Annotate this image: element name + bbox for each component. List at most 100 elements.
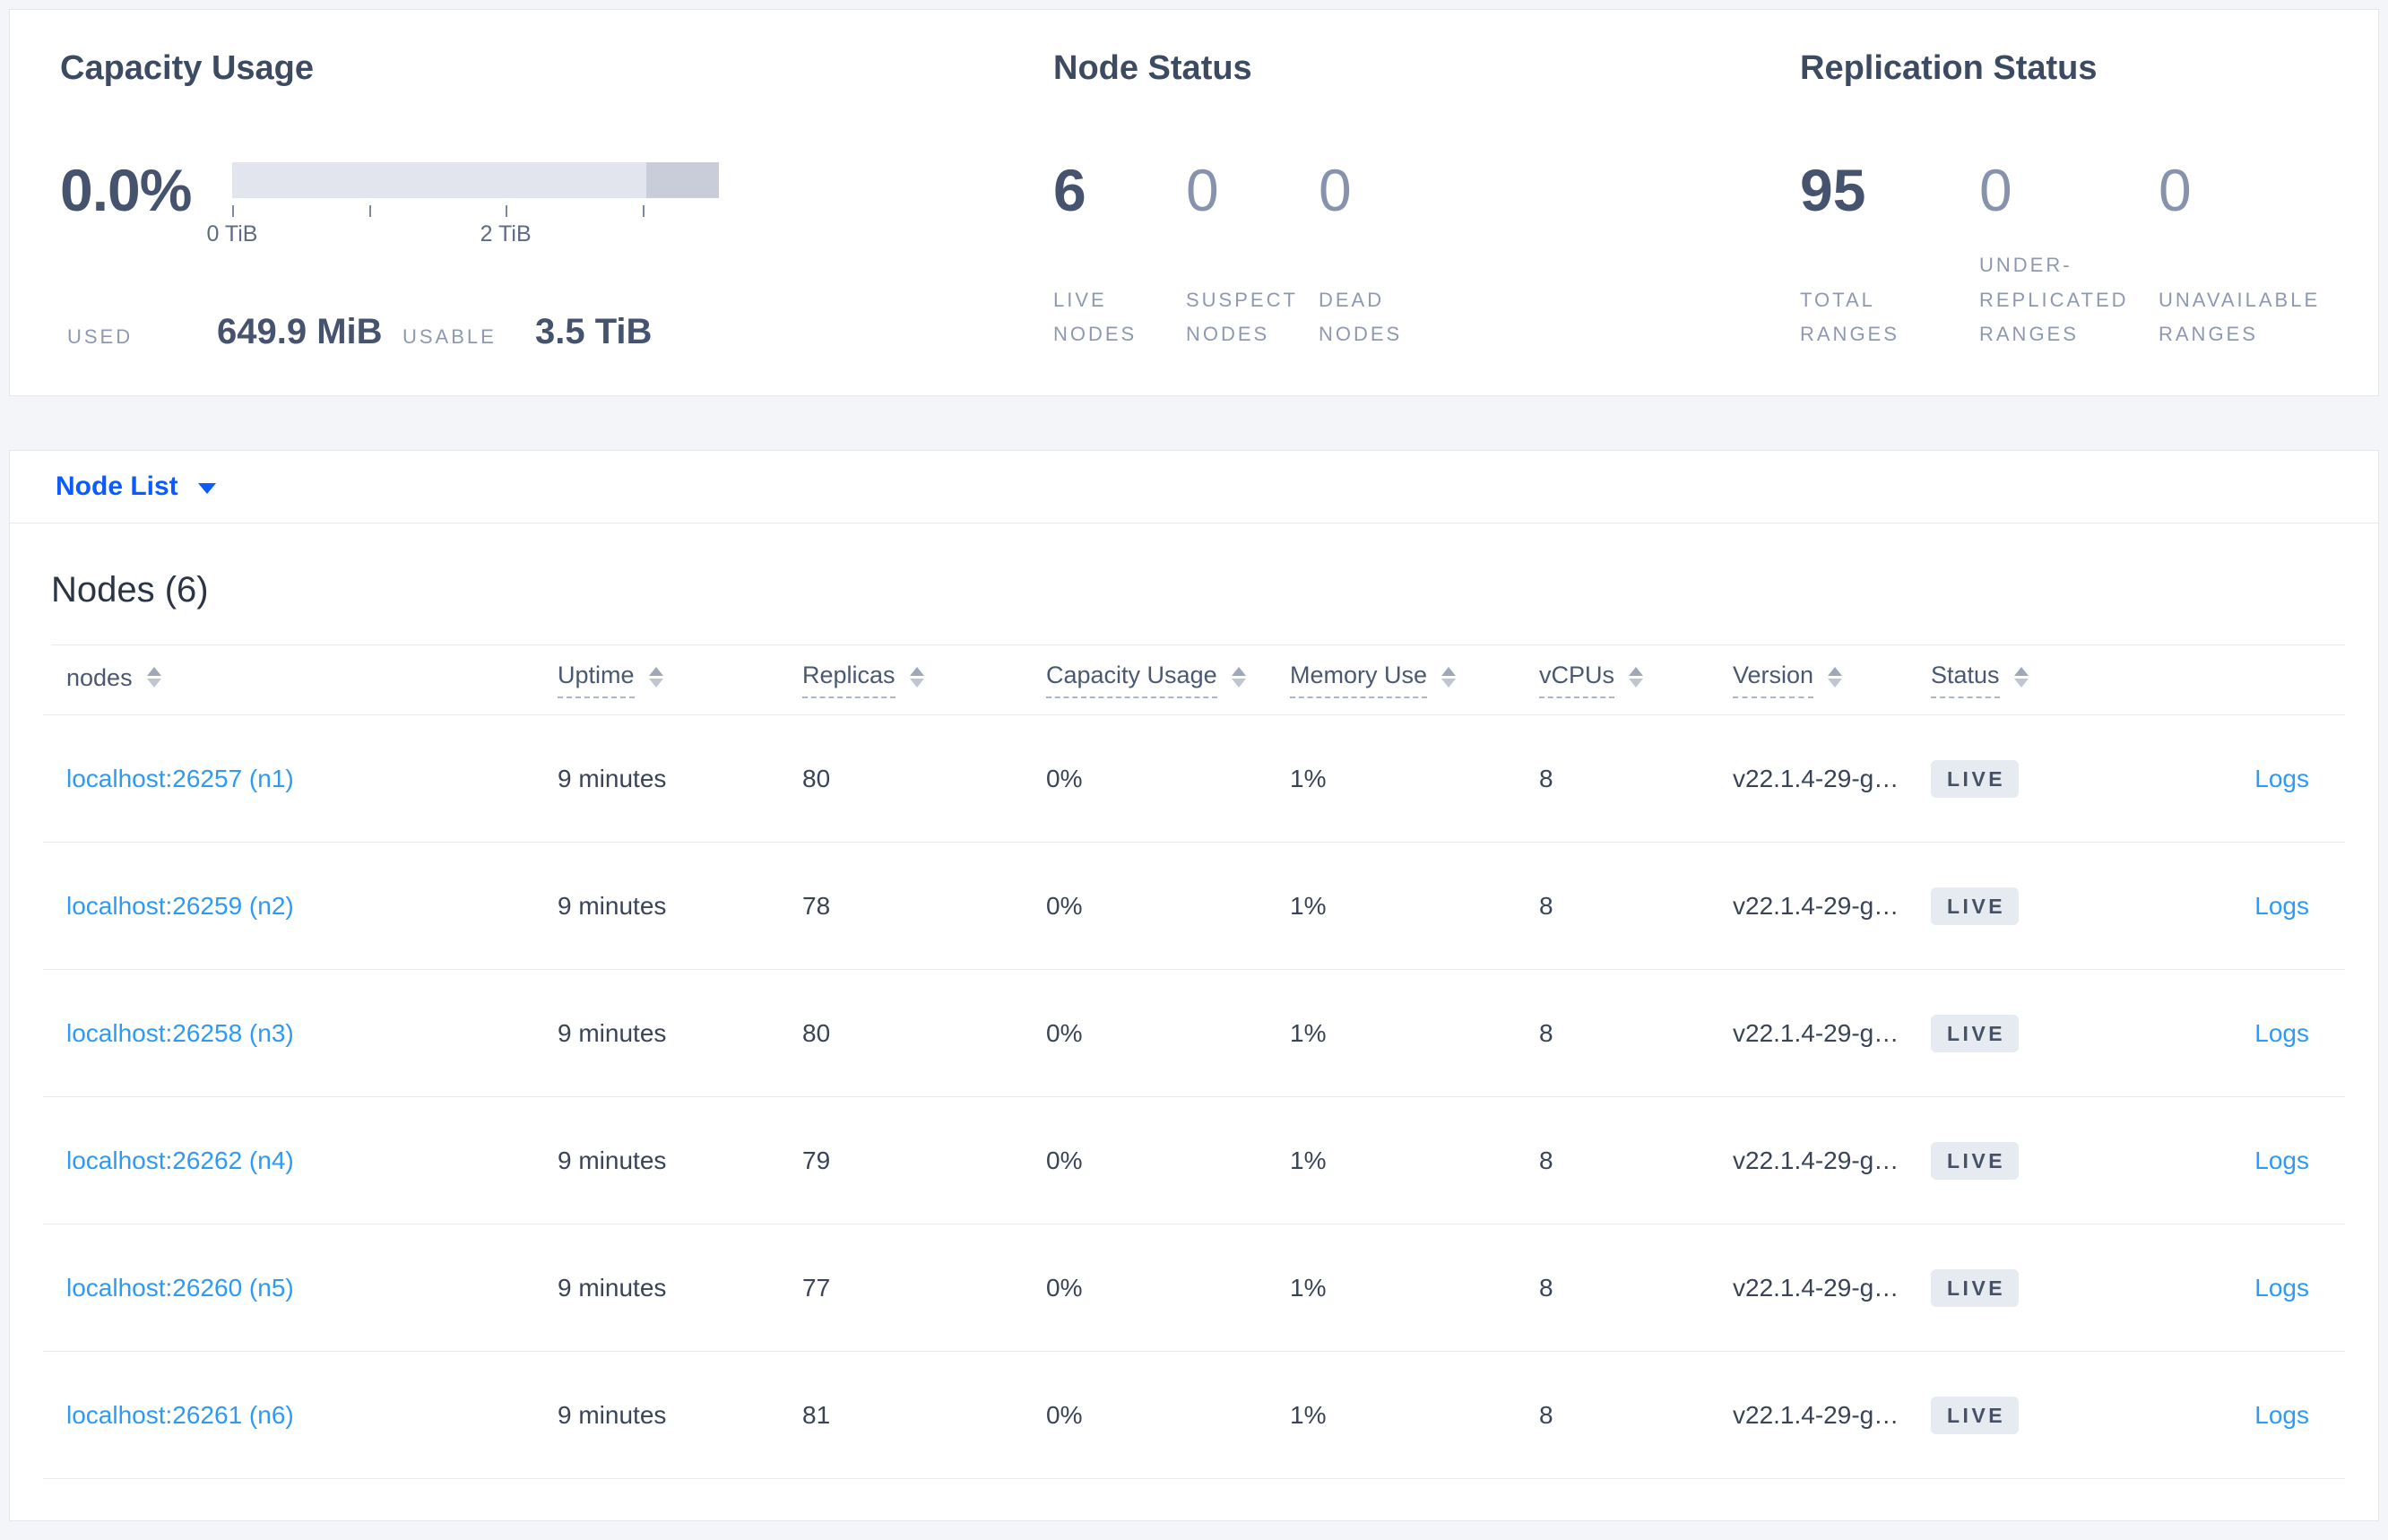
sort-icon[interactable] [1231, 667, 1246, 688]
capacity-axis-tick [642, 204, 645, 217]
logs-link[interactable]: Logs [2254, 1273, 2309, 1302]
stat-value: 0 [1319, 156, 1352, 223]
table-row: localhost:26261 (n6) 9 minutes 81 0% 1% 8 v22.… [43, 1352, 2345, 1479]
replication-status-title: Replication Status [1800, 49, 2098, 87]
status-badge: LIVE [1931, 887, 2020, 925]
status-badge: LIVE [1931, 1268, 2020, 1307]
column-header-vcpus[interactable]: vCPUs [1539, 662, 1733, 698]
cell-status: LIVE [1931, 1268, 2137, 1307]
cell-status: LIVE [1931, 1396, 2137, 1434]
column-header-label: Uptime [558, 662, 635, 698]
stat-suspect-nodes: 0 SUSPECT NODES [1186, 160, 1319, 352]
column-header-nodes[interactable]: nodes [66, 664, 558, 696]
sort-up-arrow-icon [909, 667, 924, 676]
node-link[interactable]: localhost:26257 (n1) [66, 764, 294, 792]
column-header-version[interactable]: Version [1733, 662, 1931, 698]
table-row: localhost:26260 (n5) 9 minutes 77 0% 1% 8 v22.… [43, 1224, 2345, 1352]
usable-label: USABLE [402, 324, 497, 348]
column-header-replicas[interactable]: Replicas [802, 662, 1046, 698]
cell-memory: 1% [1290, 1273, 1327, 1302]
cell-node: localhost:26257 (n1) [66, 765, 558, 793]
stat-label: TOTAL RANGES [1800, 288, 1899, 346]
cell-memory: 1% [1290, 891, 1327, 920]
stat-label: SUSPECT NODES [1186, 288, 1298, 346]
cell-uptime: 9 minutes [558, 891, 667, 920]
column-header-label: Memory Use [1290, 662, 1428, 698]
stat-value: 0 [1979, 156, 2012, 223]
cell-memory: 1% [1290, 1146, 1327, 1174]
cell-version: v22.1.4-29-g… [1733, 1146, 1899, 1174]
status-badge: LIVE [1931, 1396, 2020, 1434]
capacity-axis-label: 0 TiB [206, 221, 258, 247]
node-link[interactable]: localhost:26259 (n2) [66, 891, 294, 920]
table-row: localhost:26258 (n3) 9 minutes 80 0% 1% 8 v22.… [43, 970, 2345, 1097]
sort-icon[interactable] [909, 667, 924, 688]
node-link[interactable]: localhost:26262 (n4) [66, 1146, 294, 1174]
node-status-title: Node Status [1053, 49, 1252, 87]
cell-uptime: 9 minutes [558, 1146, 667, 1174]
cell-version: v22.1.4-29-g… [1733, 1273, 1899, 1302]
stat-value: 6 [1053, 156, 1086, 223]
column-header-status[interactable]: Status [1931, 662, 2137, 698]
capacity-bar-track [232, 161, 719, 198]
capacity-axis-tick [506, 204, 508, 217]
sort-icon[interactable] [2013, 667, 2029, 688]
cell-capacity: 0% [1046, 1400, 1083, 1429]
cell-vcpus: 8 [1539, 1400, 1553, 1429]
capacity-bar-segment [645, 161, 719, 198]
sort-icon[interactable] [1828, 667, 1843, 688]
logs-link[interactable]: Logs [2254, 1146, 2309, 1174]
column-header-label: Version [1733, 662, 1814, 698]
sort-down-arrow-icon [1231, 679, 1246, 688]
logs-link[interactable]: Logs [2254, 1400, 2309, 1429]
sort-up-arrow-icon [2013, 667, 2029, 676]
used-label: USED [67, 324, 134, 348]
sort-icon[interactable] [648, 667, 663, 688]
stat-value: 95 [1800, 156, 1866, 223]
column-header-uptime[interactable]: Uptime [558, 662, 802, 698]
logs-link[interactable]: Logs [2254, 891, 2309, 920]
cell-uptime: 9 minutes [558, 1273, 667, 1302]
cell-version: v22.1.4-29-g… [1733, 891, 1899, 920]
sort-icon[interactable] [146, 667, 161, 688]
column-header-memory-use[interactable]: Memory Use [1290, 662, 1539, 698]
sort-icon[interactable] [1629, 667, 1644, 688]
column-header-capacity-usage[interactable]: Capacity Usage [1046, 662, 1290, 698]
table-row: localhost:26262 (n4) 9 minutes 79 0% 1% 8 v22.… [43, 1097, 2345, 1224]
cell-replicas: 81 [802, 1400, 831, 1429]
cell-logs: Logs [2137, 765, 2327, 793]
sort-icon[interactable] [1441, 667, 1457, 688]
stat-label: UNAVAILABLE RANGES [2159, 288, 2321, 346]
cell-replicas: 79 [802, 1146, 831, 1174]
node-link[interactable]: localhost:26258 (n3) [66, 1018, 294, 1047]
cluster-summary-panel: Capacity Usage 0.0% 0 TiB 2 TiB USED 649.… [9, 9, 2379, 396]
cell-version: v22.1.4-29-g… [1733, 1400, 1899, 1429]
logs-link[interactable]: Logs [2254, 1018, 2309, 1047]
capacity-usage-percent: 0.0% [60, 156, 192, 223]
cell-replicas: 80 [802, 764, 831, 792]
cell-status: LIVE [1931, 759, 2137, 798]
column-header-label: Status [1931, 662, 2000, 698]
cell-replicas: 78 [802, 891, 831, 920]
used-value: 649.9 MiB [217, 311, 383, 351]
stat-value: 0 [1186, 156, 1219, 223]
sort-down-arrow-icon [909, 679, 924, 688]
logs-link[interactable]: Logs [2254, 764, 2309, 792]
cell-node: localhost:26258 (n3) [66, 1019, 558, 1048]
node-list-dropdown-label: Node List [56, 472, 178, 501]
cell-node: localhost:26259 (n2) [66, 892, 558, 921]
sort-down-arrow-icon [648, 679, 663, 688]
sort-down-arrow-icon [146, 679, 161, 688]
nodes-table-title: Nodes (6) [51, 570, 209, 610]
stat-label: UNDER-REPLICATED RANGES [1979, 254, 2129, 345]
sort-down-arrow-icon [1629, 679, 1644, 688]
cell-replicas: 77 [802, 1273, 831, 1302]
node-link[interactable]: localhost:26260 (n5) [66, 1273, 294, 1302]
column-header-label: Replicas [802, 662, 896, 698]
node-link[interactable]: localhost:26261 (n6) [66, 1400, 294, 1429]
capacity-axis-tick [232, 204, 234, 217]
cell-logs: Logs [2137, 1019, 2327, 1048]
cell-vcpus: 8 [1539, 1273, 1553, 1302]
table-row: localhost:26259 (n2) 9 minutes 78 0% 1% 8 v22.… [43, 843, 2345, 970]
node-list-dropdown[interactable]: Node List [56, 472, 216, 502]
